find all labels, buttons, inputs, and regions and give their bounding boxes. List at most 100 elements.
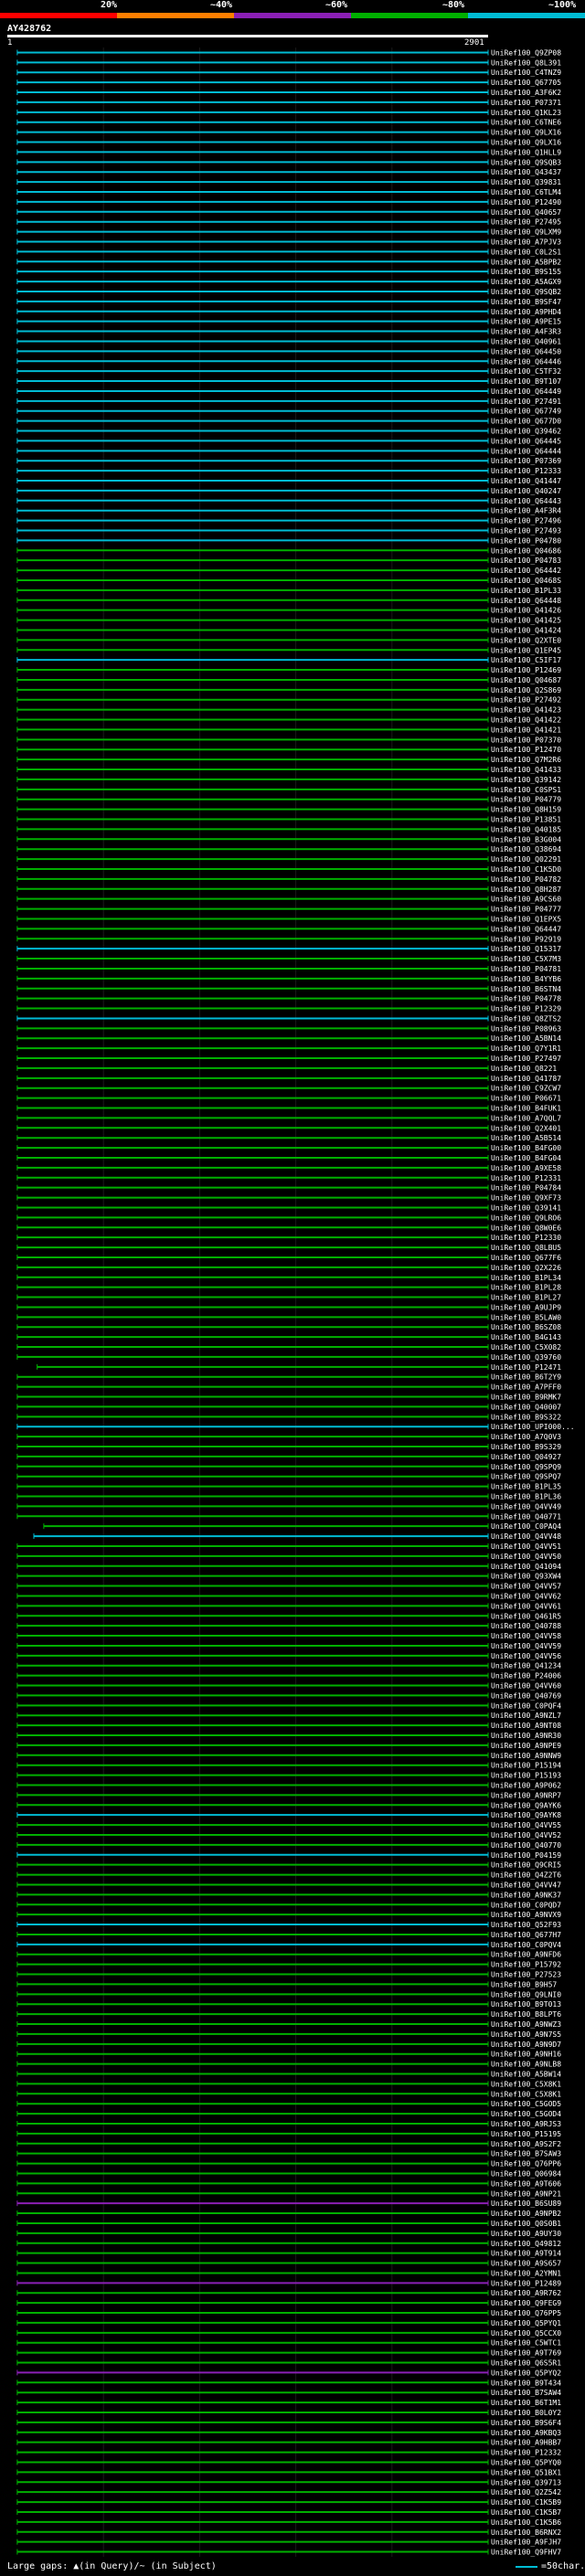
subject-label[interactable]: UniRef100_P12333: [491, 467, 561, 475]
subject-label[interactable]: UniRef100_A9UJP9: [491, 1303, 561, 1311]
subject-label[interactable]: UniRef100_Q64442: [491, 567, 561, 575]
subject-label[interactable]: UniRef100_C0PQV4: [491, 1941, 561, 1949]
subject-label[interactable]: UniRef100_Q9LXM9: [491, 228, 561, 237]
subject-label[interactable]: UniRef100_B9S155: [491, 268, 561, 276]
subject-label[interactable]: UniRef100_C6TNE6: [491, 119, 561, 127]
subject-label[interactable]: UniRef100_P92919: [491, 935, 561, 943]
subject-label[interactable]: UniRef100_Q4VV47: [491, 1881, 561, 1889]
subject-label[interactable]: UniRef100_B6STN4: [491, 985, 561, 993]
subject-label[interactable]: UniRef100_A9NVX9: [491, 1911, 561, 1919]
subject-label[interactable]: UniRef100_B5LAW0: [491, 1313, 561, 1321]
subject-label[interactable]: UniRef100_A9RJS3: [491, 2120, 561, 2128]
subject-label[interactable]: UniRef100_A5BPB2: [491, 258, 561, 266]
subject-label[interactable]: UniRef100_A9R762: [491, 2289, 561, 2297]
subject-label[interactable]: UniRef100_Q1HLL9: [491, 148, 561, 156]
subject-label[interactable]: UniRef100_B9SF47: [491, 298, 561, 306]
subject-label[interactable]: UniRef100_Q4VV61: [491, 1602, 561, 1610]
subject-label[interactable]: UniRef100_Q4VV58: [491, 1632, 561, 1640]
subject-label[interactable]: UniRef100_A9KBQ3: [491, 2429, 561, 2437]
subject-label[interactable]: UniRef100_Q9AYK8: [491, 1811, 561, 1819]
subject-label[interactable]: UniRef100_P15195: [491, 2130, 561, 2138]
subject-label[interactable]: UniRef100_Q9FHV7: [491, 2549, 561, 2557]
subject-label[interactable]: UniRef100_A9NK37: [491, 1891, 561, 1899]
subject-label[interactable]: UniRef100_B4FG04: [491, 1154, 561, 1162]
subject-label[interactable]: UniRef100_Q4VV50: [491, 1553, 561, 1561]
subject-label[interactable]: UniRef100_B6SZ08: [491, 1323, 561, 1331]
subject-label[interactable]: UniRef100_B1PL28: [491, 1284, 561, 1292]
subject-label[interactable]: UniRef100_Q64445: [491, 437, 561, 445]
subject-label[interactable]: UniRef100_Q40770: [491, 1841, 561, 1850]
subject-label[interactable]: UniRef100_Q64446: [491, 357, 561, 366]
subject-label[interactable]: UniRef100_A9NT08: [491, 1722, 561, 1730]
subject-label[interactable]: UniRef100_C0PAQ4: [491, 1522, 561, 1531]
subject-label[interactable]: UniRef100_A7PJV3: [491, 238, 561, 246]
subject-label[interactable]: UniRef100_Q41426: [491, 607, 561, 615]
subject-label[interactable]: UniRef100_A9S2F2: [491, 2140, 561, 2148]
subject-label[interactable]: UniRef100_A9FJH7: [491, 2539, 561, 2547]
subject-label[interactable]: UniRef100_P04779: [491, 796, 561, 804]
subject-label[interactable]: UniRef100_Q9SQB2: [491, 288, 561, 296]
subject-label[interactable]: UniRef100_A5BW14: [491, 2071, 561, 2079]
subject-label[interactable]: UniRef100_Q8L391: [491, 58, 561, 67]
subject-label[interactable]: UniRef100_A9NZL7: [491, 1712, 561, 1720]
subject-label[interactable]: UniRef100_Q93XW4: [491, 1573, 561, 1581]
subject-label[interactable]: UniRef100_P04783: [491, 557, 561, 565]
subject-label[interactable]: UniRef100_Q38694: [491, 845, 561, 853]
subject-label[interactable]: UniRef100_C0PQF4: [491, 1701, 561, 1710]
subject-label[interactable]: UniRef100_Q49812: [491, 2240, 561, 2248]
subject-label[interactable]: UniRef100_A9N7S5: [491, 2030, 561, 2039]
subject-label[interactable]: UniRef100_A9NFD6: [491, 1951, 561, 1959]
subject-label[interactable]: UniRef100_Q76PP6: [491, 2160, 561, 2168]
subject-label[interactable]: UniRef100_C5GOD4: [491, 2110, 561, 2118]
subject-label[interactable]: UniRef100_Q52F93: [491, 1921, 561, 1929]
subject-label[interactable]: UniRef100_C9ZCW7: [491, 1085, 561, 1093]
subject-label[interactable]: UniRef100_Q41424: [491, 626, 561, 634]
subject-label[interactable]: UniRef100_A5AGX9: [491, 278, 561, 286]
subject-label[interactable]: UniRef100_A9T914: [491, 2250, 561, 2258]
subject-label[interactable]: UniRef100_Q0468S: [491, 577, 561, 585]
subject-label[interactable]: UniRef100_Q76PP5: [491, 2309, 561, 2317]
subject-label[interactable]: UniRef100_C1K5B9: [491, 2498, 561, 2507]
subject-label[interactable]: UniRef100_A9NPB2: [491, 2210, 561, 2218]
subject-label[interactable]: UniRef100_Q41234: [491, 1662, 561, 1670]
subject-label[interactable]: UniRef100_A4F3R3: [491, 328, 561, 336]
subject-label[interactable]: UniRef100_Q4VV48: [491, 1532, 561, 1541]
subject-label[interactable]: UniRef100_P04777: [491, 906, 561, 914]
subject-label[interactable]: UniRef100_B1PL27: [491, 1294, 561, 1302]
subject-label[interactable]: UniRef100_A9NPE9: [491, 1742, 561, 1750]
subject-label[interactable]: UniRef100_Q4VV57: [491, 1583, 561, 1591]
subject-label[interactable]: UniRef100_C6TLM4: [491, 188, 561, 196]
subject-label[interactable]: UniRef100_Q40247: [491, 487, 561, 495]
subject-label[interactable]: UniRef100_Q39462: [491, 428, 561, 436]
subject-label[interactable]: UniRef100_P12329: [491, 1005, 561, 1013]
subject-label[interactable]: UniRef100_P27497: [491, 1055, 561, 1063]
subject-label[interactable]: UniRef100_A5BN14: [491, 1034, 561, 1043]
subject-label[interactable]: UniRef100_P27495: [491, 218, 561, 227]
subject-label[interactable]: UniRef100_P04159: [491, 1851, 561, 1860]
subject-label[interactable]: UniRef100_P12332: [491, 2449, 561, 2457]
subject-label[interactable]: UniRef100_Q1EP45: [491, 646, 561, 654]
subject-label[interactable]: UniRef100_B6T1M1: [491, 2399, 561, 2407]
subject-label[interactable]: UniRef100_Q461R5: [491, 1612, 561, 1620]
subject-label[interactable]: UniRef100_Q41423: [491, 706, 561, 715]
subject-label[interactable]: UniRef100_B6T2Y9: [491, 1373, 561, 1382]
subject-label[interactable]: UniRef100_A7QQL7: [491, 1114, 561, 1122]
subject-label[interactable]: UniRef100_Q4VV55: [491, 1821, 561, 1829]
subject-label[interactable]: UniRef100_B4G143: [491, 1333, 561, 1341]
subject-label[interactable]: UniRef100_A9NRP7: [491, 1791, 561, 1799]
subject-label[interactable]: UniRef100_Q40185: [491, 825, 561, 833]
subject-label[interactable]: UniRef100_Q64450: [491, 347, 561, 355]
subject-label[interactable]: UniRef100_Q39713: [491, 2478, 561, 2486]
subject-label[interactable]: UniRef100_C0L2S1: [491, 248, 561, 256]
subject-label[interactable]: UniRef100_Q41433: [491, 766, 561, 774]
subject-label[interactable]: UniRef100_Q4VV59: [491, 1642, 561, 1650]
subject-label[interactable]: UniRef100_Q39831: [491, 178, 561, 186]
subject-label[interactable]: UniRef100_A9XE58: [491, 1164, 561, 1172]
subject-label[interactable]: UniRef100_P27496: [491, 517, 561, 525]
subject-label[interactable]: UniRef100_Q04687: [491, 676, 561, 684]
subject-label[interactable]: UniRef100_Q43437: [491, 168, 561, 176]
subject-label[interactable]: UniRef100_Q2S869: [491, 686, 561, 694]
subject-label[interactable]: UniRef100_Q677D0: [491, 418, 561, 426]
subject-label[interactable]: UniRef100_A7PFF0: [491, 1383, 561, 1392]
subject-label[interactable]: UniRef100_A9T606: [491, 2179, 561, 2188]
